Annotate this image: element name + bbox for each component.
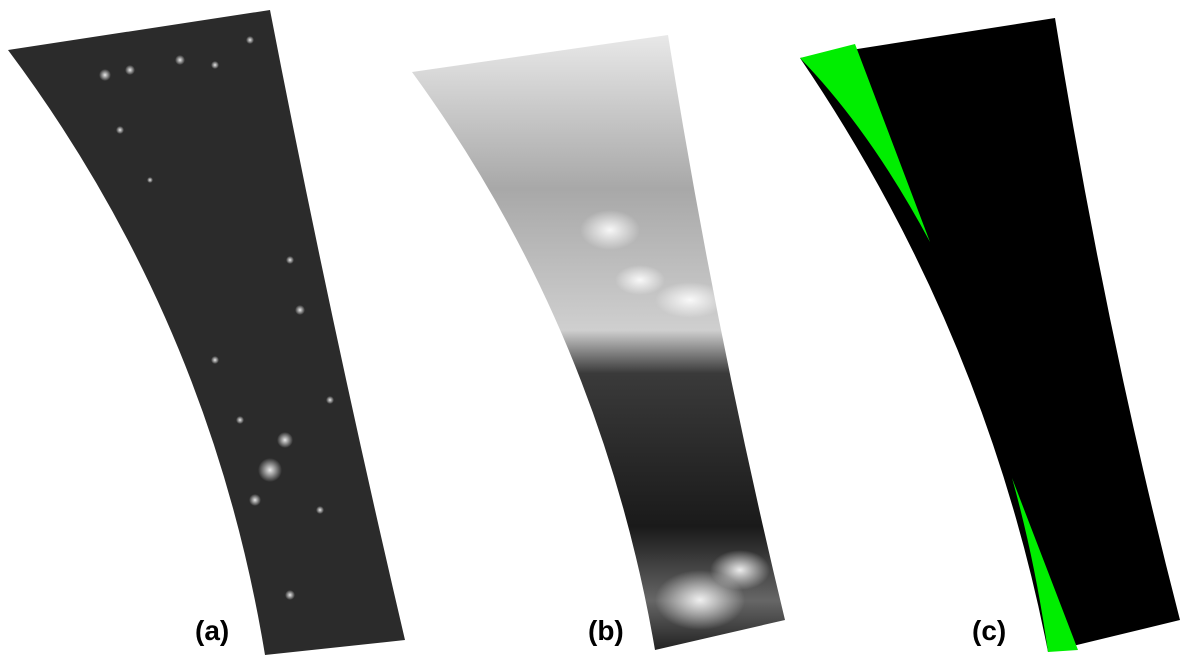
panel-label: (c) — [972, 615, 1006, 646]
swath-image — [412, 35, 785, 650]
swath-image — [8, 10, 405, 655]
panel-a: (a) — [8, 10, 405, 655]
panel-label: (b) — [588, 615, 624, 646]
city-lights — [99, 36, 334, 600]
clouds — [580, 210, 770, 630]
mask-region — [800, 44, 930, 242]
mask-region — [1012, 478, 1078, 652]
panel-b: (b) — [412, 35, 785, 650]
panel-c: (c) — [800, 18, 1180, 652]
panel-label: (a) — [195, 615, 229, 646]
